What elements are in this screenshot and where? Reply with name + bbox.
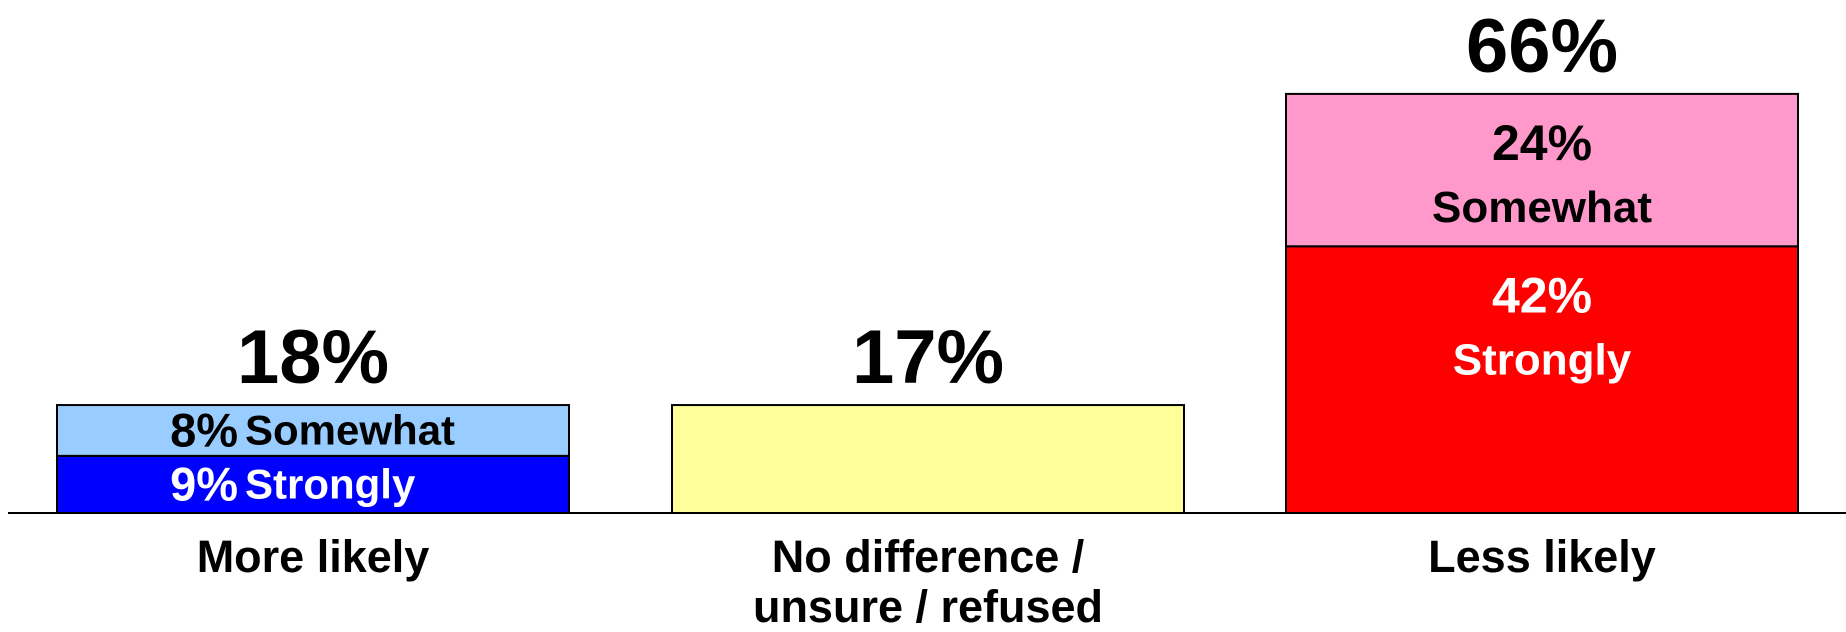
category-label: More likely <box>196 531 430 582</box>
bar-segment <box>1285 92 1799 248</box>
segment-series-label: Somewhat <box>1432 183 1652 232</box>
bar-segment <box>671 404 1185 514</box>
bar-segment <box>56 454 570 515</box>
segment-series-label: Somewhat <box>245 406 455 453</box>
segment-value-label: 8% <box>170 403 238 456</box>
total-label: 17% <box>852 315 1004 400</box>
category-label: No difference / unsure / refused <box>752 531 1104 632</box>
segment-series-label: Strongly <box>245 460 416 507</box>
segment-value-label: 24% <box>1492 115 1592 171</box>
total-label: 18% <box>237 315 389 400</box>
category-label: Less likely <box>1428 531 1656 582</box>
total-label: 66% <box>1466 4 1618 89</box>
segment-value-label: 9% <box>170 457 238 510</box>
segment-value-label: 42% <box>1492 267 1592 323</box>
segment-series-label: Strongly <box>1453 335 1632 384</box>
bar-segment <box>1285 245 1799 515</box>
bar-segment <box>56 404 570 457</box>
